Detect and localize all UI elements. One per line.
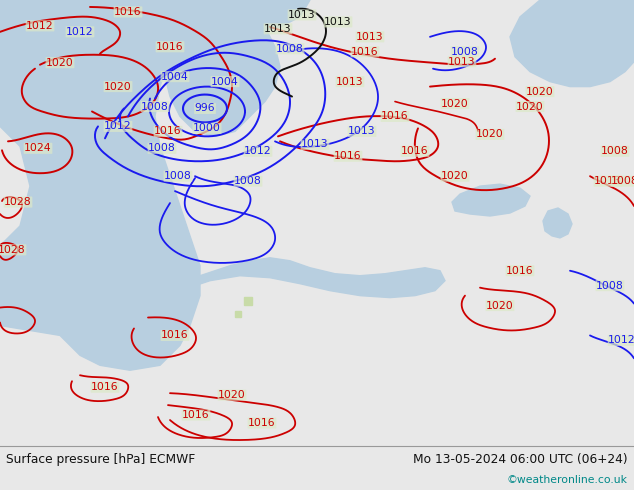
- Text: 1013: 1013: [288, 10, 316, 20]
- Text: 1020: 1020: [46, 58, 74, 68]
- Text: 1020: 1020: [441, 171, 469, 181]
- Text: 1013: 1013: [264, 24, 292, 34]
- Polygon shape: [543, 208, 572, 238]
- Text: 1004: 1004: [161, 72, 189, 82]
- Polygon shape: [452, 184, 530, 216]
- Text: 1008: 1008: [601, 147, 629, 156]
- Text: 1020: 1020: [104, 82, 132, 92]
- Text: 1013: 1013: [356, 32, 384, 42]
- Text: Surface pressure [hPa] ECMWF: Surface pressure [hPa] ECMWF: [6, 453, 195, 466]
- Text: ©weatheronline.co.uk: ©weatheronline.co.uk: [507, 475, 628, 485]
- Text: 1013: 1013: [324, 17, 352, 27]
- Text: 1004: 1004: [211, 76, 239, 87]
- Text: 1020: 1020: [218, 390, 246, 400]
- Polygon shape: [510, 0, 634, 87]
- Text: 1008: 1008: [611, 176, 634, 186]
- Text: 1016: 1016: [114, 7, 142, 17]
- Text: 1028: 1028: [4, 197, 32, 207]
- Text: 1012: 1012: [66, 27, 94, 37]
- Text: 1008: 1008: [451, 47, 479, 57]
- Text: 1020: 1020: [526, 87, 554, 97]
- Text: 1000: 1000: [193, 123, 221, 133]
- Text: 1016: 1016: [334, 151, 362, 161]
- Text: 1016: 1016: [156, 42, 184, 52]
- Text: 1008: 1008: [276, 44, 304, 54]
- Text: 1016: 1016: [154, 126, 182, 136]
- Text: 1008: 1008: [148, 143, 176, 153]
- Text: 1020: 1020: [441, 98, 469, 108]
- Text: 996: 996: [195, 103, 216, 114]
- Text: 1020: 1020: [476, 129, 504, 139]
- Polygon shape: [195, 258, 445, 297]
- Text: 1020: 1020: [486, 300, 514, 311]
- Text: 1016: 1016: [351, 47, 378, 57]
- Polygon shape: [165, 0, 280, 136]
- Text: 1008: 1008: [164, 171, 192, 181]
- Polygon shape: [0, 0, 310, 32]
- Text: 1016: 1016: [91, 382, 119, 392]
- Text: 1012: 1012: [608, 336, 634, 345]
- Text: 1013: 1013: [348, 126, 376, 136]
- Text: 1008: 1008: [234, 176, 262, 186]
- Text: Mo 13-05-2024 06:00 UTC (06+24): Mo 13-05-2024 06:00 UTC (06+24): [413, 453, 628, 466]
- Text: 1016: 1016: [182, 410, 210, 420]
- Text: 1012: 1012: [26, 21, 54, 31]
- Text: 1013: 1013: [301, 139, 329, 149]
- Text: 1013: 1013: [448, 57, 476, 67]
- Text: 1016: 1016: [161, 330, 189, 341]
- Text: 1016: 1016: [248, 418, 276, 428]
- Text: 1024: 1024: [24, 143, 52, 153]
- Text: 1016: 1016: [401, 147, 429, 156]
- Text: 1016: 1016: [506, 266, 534, 276]
- Text: 1008: 1008: [141, 101, 169, 112]
- Text: 1013: 1013: [594, 176, 622, 186]
- Text: 1012: 1012: [104, 122, 132, 131]
- Text: 1008: 1008: [596, 281, 624, 291]
- Text: 1016: 1016: [381, 111, 409, 122]
- Polygon shape: [0, 0, 200, 370]
- Text: 1028: 1028: [0, 245, 26, 255]
- Text: 1020: 1020: [516, 101, 544, 112]
- Text: 1012: 1012: [244, 147, 272, 156]
- Text: 1013: 1013: [336, 76, 364, 87]
